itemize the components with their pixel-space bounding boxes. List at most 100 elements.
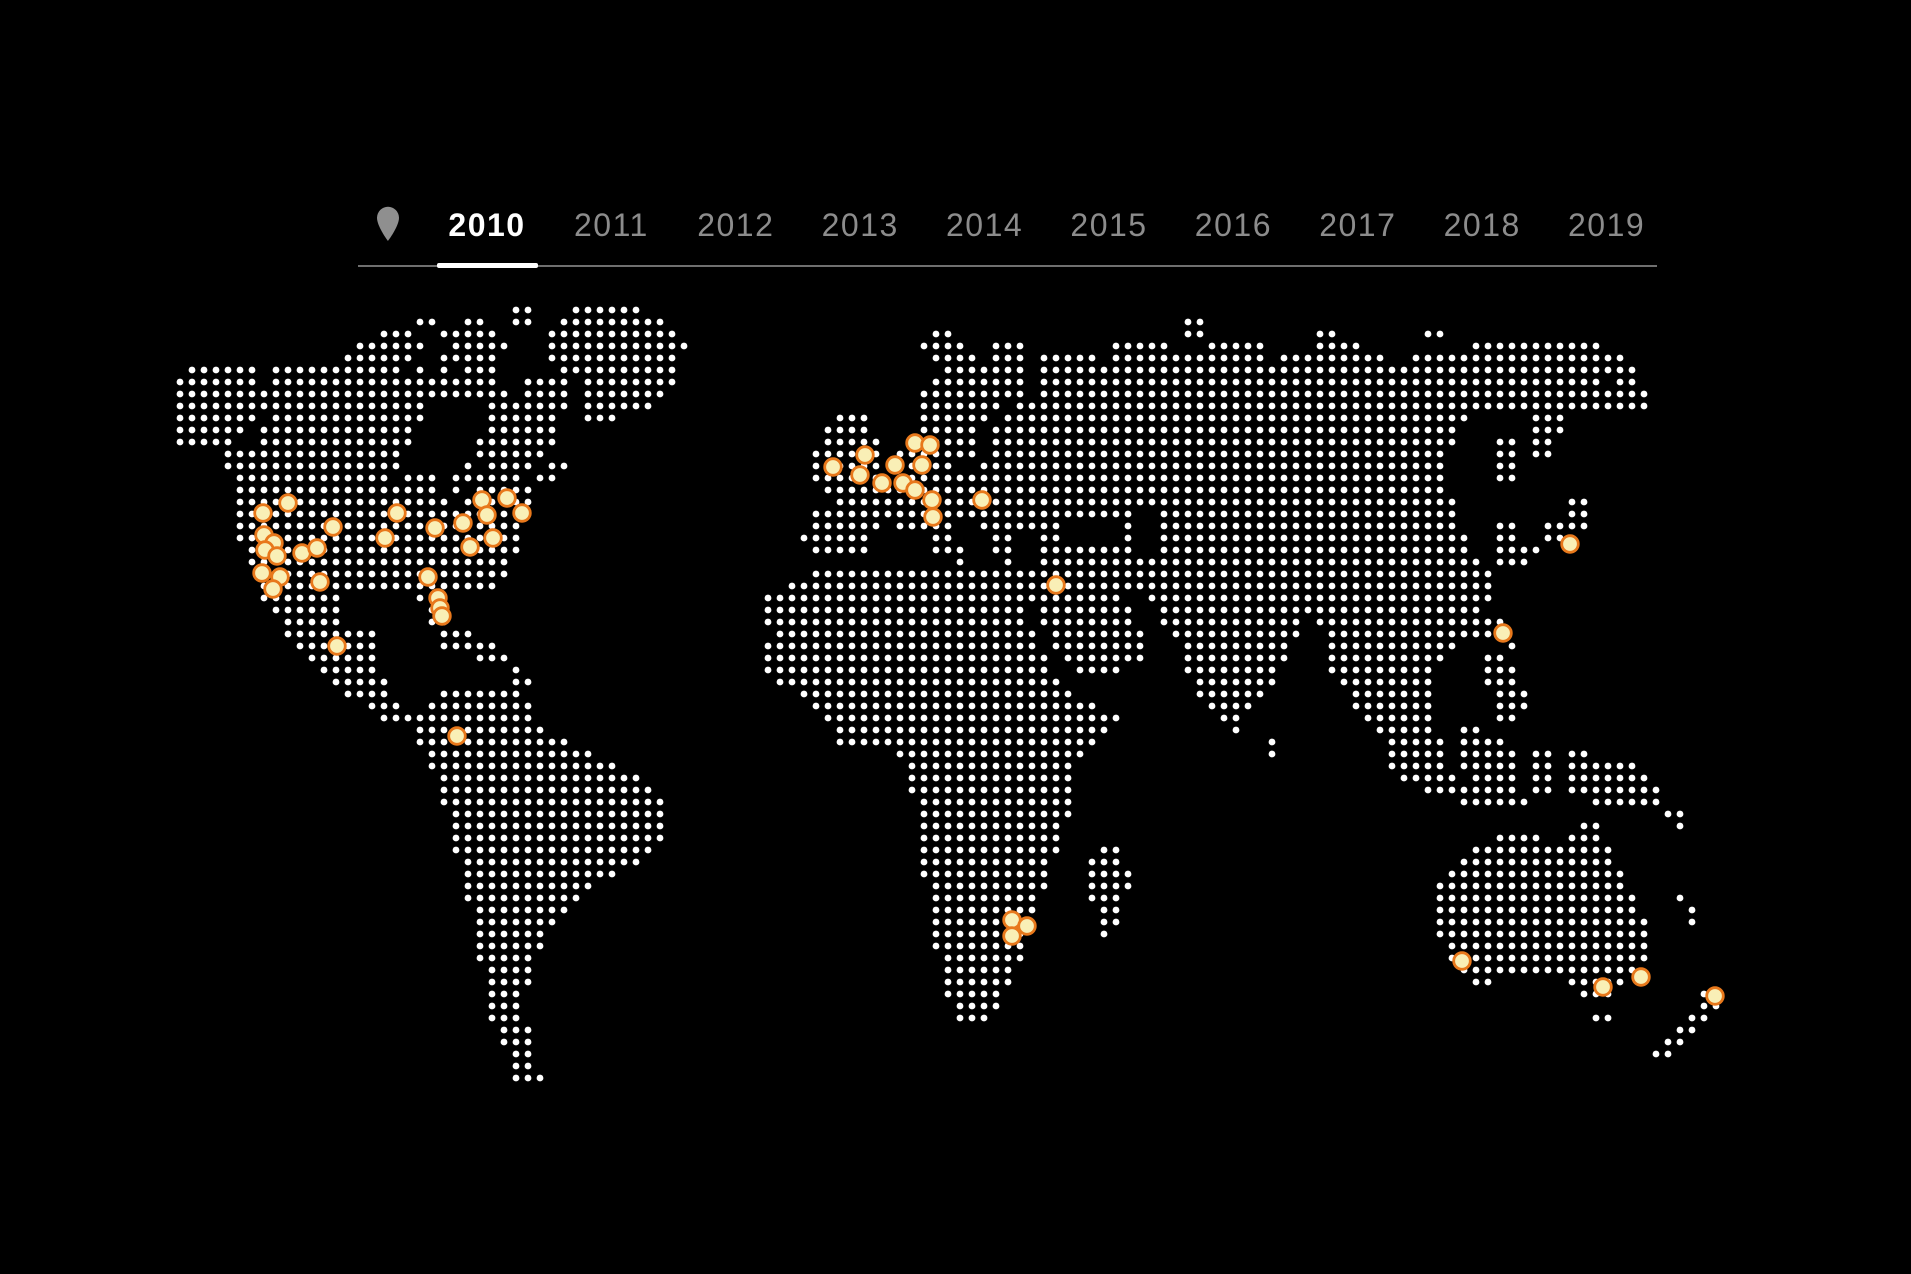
map-dot [1040,402,1048,410]
map-dot [332,666,340,674]
map-dot [524,798,532,806]
location-marker[interactable] [310,572,330,592]
map-dot [1412,474,1420,482]
location-marker[interactable] [885,455,905,475]
location-marker[interactable] [1002,926,1022,946]
map-dot [1460,738,1468,746]
map-dot [1472,774,1480,782]
tab-year-2017[interactable]: 2017 [1319,207,1397,243]
map-dot [1496,798,1504,806]
map-dot [332,594,340,602]
location-marker[interactable] [972,490,992,510]
map-dot [512,1038,520,1046]
tab-year-2019[interactable]: 2019 [1568,207,1646,243]
location-marker[interactable] [252,563,272,583]
location-marker[interactable] [912,455,932,475]
location-marker[interactable] [923,507,943,527]
map-dot [380,678,388,686]
map-dot [1460,726,1468,734]
location-marker[interactable] [447,726,467,746]
location-marker[interactable] [920,435,940,455]
location-marker[interactable] [850,465,870,485]
map-dot [956,894,964,902]
map-dot [1376,438,1384,446]
map-dot [1280,570,1288,578]
location-marker[interactable] [905,480,925,500]
location-marker[interactable] [267,546,287,566]
map-dot [296,438,304,446]
location-marker[interactable] [855,445,875,465]
map-dot [1448,390,1456,398]
map-dot [524,450,532,458]
map-dot [620,834,628,842]
location-marker[interactable] [453,513,473,533]
map-dot [500,882,508,890]
location-marker[interactable] [263,579,283,599]
location-marker[interactable] [483,528,503,548]
map-dot [848,642,856,650]
tab-year-2016[interactable]: 2016 [1194,207,1272,243]
map-dot [380,714,388,722]
map-dot [488,954,496,962]
map-dot [488,438,496,446]
location-marker[interactable] [278,493,298,513]
location-marker[interactable] [1046,575,1066,595]
map-dot [824,570,832,578]
location-marker[interactable] [823,457,843,477]
map-dot [1340,390,1348,398]
map-dot [1412,438,1420,446]
location-marker[interactable] [872,473,892,493]
location-marker[interactable] [432,606,452,626]
tab-year-2011[interactable]: 2011 [573,207,649,243]
location-marker[interactable] [1560,534,1580,554]
map-dot [896,714,904,722]
location-marker[interactable] [327,636,347,656]
location-marker[interactable] [418,567,438,587]
location-marker[interactable] [1705,986,1725,1006]
map-dot [1472,918,1480,926]
location-marker[interactable] [1452,951,1472,971]
location-marker[interactable] [477,505,497,525]
map-dot [308,414,316,422]
location-marker[interactable] [460,537,480,557]
map-dot [956,810,964,818]
map-dot [1556,930,1564,938]
location-marker[interactable] [253,503,273,523]
map-dot [1508,870,1516,878]
tab-year-2012[interactable]: 2012 [697,207,775,243]
tab-year-2014[interactable]: 2014 [946,207,1024,243]
map-dot [260,486,268,494]
map-dot [488,786,496,794]
map-dot [1424,330,1432,338]
location-marker[interactable] [1631,967,1651,987]
map-dot [1376,594,1384,602]
tab-year-2010[interactable]: 2010 [448,207,526,243]
location-marker[interactable] [497,488,517,508]
location-marker[interactable] [1017,916,1037,936]
map-dot [1244,522,1252,530]
map-dot [1592,966,1600,974]
location-marker[interactable] [512,503,532,523]
map-dot [1256,570,1264,578]
map-dot [980,882,988,890]
map-dot [1100,630,1108,638]
map-dot [440,786,448,794]
tab-year-2013[interactable]: 2013 [821,207,899,243]
map-dot [920,822,928,830]
location-marker[interactable] [1493,623,1513,643]
location-marker[interactable] [922,490,942,510]
map-dot [1580,954,1588,962]
location-marker[interactable] [323,517,343,537]
map-dot [944,966,952,974]
map-dot [908,654,916,662]
location-marker[interactable] [1593,977,1613,997]
map-dot [1208,534,1216,542]
location-marker[interactable] [307,538,327,558]
location-marker[interactable] [425,518,445,538]
location-marker[interactable] [387,503,407,523]
tab-year-2015[interactable]: 2015 [1070,207,1148,243]
map-dot [1472,966,1480,974]
map-dot [500,906,508,914]
location-marker[interactable] [375,528,395,548]
tab-year-2018[interactable]: 2018 [1443,207,1521,243]
